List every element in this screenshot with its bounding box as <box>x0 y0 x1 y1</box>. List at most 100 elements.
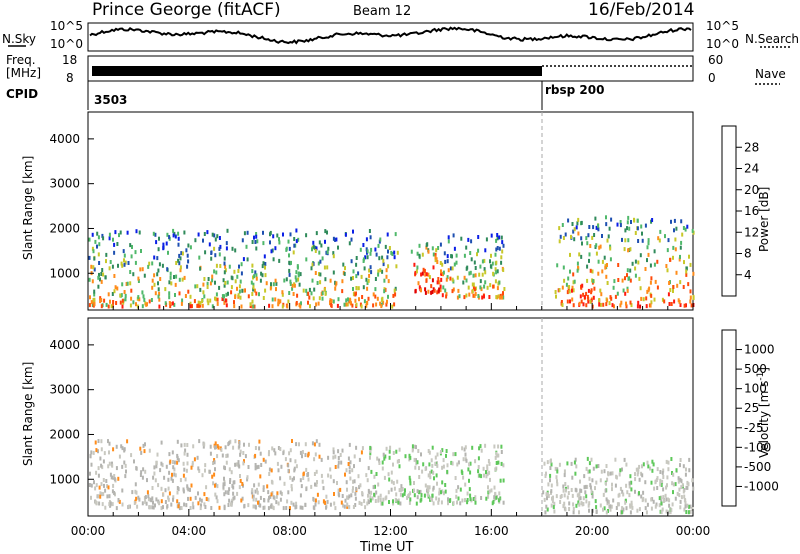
noise-right-tick-top: 10^5 <box>706 19 739 33</box>
range-time-cell <box>407 493 410 498</box>
range-time-cell <box>311 441 314 446</box>
range-time-cell <box>365 303 368 308</box>
range-time-cell <box>435 473 438 478</box>
range-time-cell <box>105 302 108 307</box>
range-time-cell <box>378 239 381 244</box>
range-time-cell <box>283 481 286 486</box>
range-time-cell <box>211 278 214 283</box>
range-time-cell <box>432 252 435 257</box>
range-time-cell <box>689 299 692 304</box>
colorbar-tick-label: 4 <box>744 268 752 282</box>
range-time-cell <box>254 463 257 467</box>
range-time-cell <box>98 261 101 265</box>
range-time-cell <box>282 451 285 456</box>
range-time-cell <box>445 277 448 282</box>
range-time-cell <box>366 281 369 285</box>
range-time-cell <box>662 499 665 503</box>
range-time-cell <box>575 464 578 469</box>
range-time-cell <box>616 502 619 507</box>
range-time-cell <box>608 226 611 231</box>
range-time-cell <box>687 282 690 287</box>
range-time-cell <box>659 478 662 483</box>
range-time-cell <box>305 233 308 238</box>
colorbar-tick-label: 16 <box>744 204 759 218</box>
range-time-cell <box>186 443 189 447</box>
range-time-cell <box>396 459 399 464</box>
range-time-cell <box>121 502 124 507</box>
range-time-cell <box>148 299 151 304</box>
range-time-cell <box>100 447 103 452</box>
range-time-cell <box>611 482 613 487</box>
range-time-cell <box>143 273 146 278</box>
range-time-cell <box>363 266 366 271</box>
range-time-cell <box>211 304 214 309</box>
range-time-cell <box>589 299 592 304</box>
range-time-cell <box>91 246 94 251</box>
range-time-cell <box>430 284 433 289</box>
range-time-cell <box>490 253 492 258</box>
range-time-cell <box>503 287 506 291</box>
range-time-cell <box>674 496 677 501</box>
range-time-cell <box>151 486 154 490</box>
range-time-cell <box>203 492 206 497</box>
range-time-cell <box>126 439 129 444</box>
range-time-cell <box>485 237 488 242</box>
range-time-cell <box>211 474 214 479</box>
range-time-cell <box>216 454 219 459</box>
range-time-cell <box>394 232 397 237</box>
range-time-cell <box>599 503 602 508</box>
range-time-cell <box>692 294 695 299</box>
range-time-cell <box>578 502 581 507</box>
range-time-cell <box>172 460 174 464</box>
range-time-cell <box>385 268 388 273</box>
range-time-cell <box>154 478 157 483</box>
range-time-cell <box>264 459 267 464</box>
range-time-cell <box>215 270 218 275</box>
range-time-cell <box>564 482 567 486</box>
range-time-cell <box>416 265 419 270</box>
range-time-cell <box>236 286 238 291</box>
range-time-cell <box>276 491 279 496</box>
range-time-cell <box>626 268 629 273</box>
range-time-cell <box>290 484 293 488</box>
range-time-cell <box>109 299 111 304</box>
range-time-cell <box>280 491 283 496</box>
range-time-cell <box>202 282 205 287</box>
range-time-cell <box>580 501 583 506</box>
range-time-cell <box>673 228 675 233</box>
range-time-cell <box>299 478 302 483</box>
range-time-cell <box>640 296 643 301</box>
range-time-cell <box>651 459 654 464</box>
range-time-cell <box>580 254 583 259</box>
range-time-cell <box>88 237 91 242</box>
range-time-cell <box>203 502 206 507</box>
range-time-cell <box>409 455 412 460</box>
range-time-cell <box>654 504 657 509</box>
range-time-cell <box>294 459 297 464</box>
range-time-cell <box>113 242 116 247</box>
range-time-cell <box>285 247 288 252</box>
range-time-cell <box>639 286 642 291</box>
range-time-cell <box>234 248 237 253</box>
range-time-cell <box>558 288 561 292</box>
range-time-cell <box>614 294 617 299</box>
range-time-cell <box>628 484 631 489</box>
range-time-cell <box>336 303 339 308</box>
range-time-cell <box>234 462 237 467</box>
range-time-cell <box>617 263 620 267</box>
range-time-cell <box>580 299 583 304</box>
range-time-cell <box>601 259 604 264</box>
range-time-cell <box>434 258 437 263</box>
range-time-cell <box>91 279 94 284</box>
range-time-cell <box>350 276 353 281</box>
range-time-cell <box>681 232 684 237</box>
range-time-cell <box>320 473 323 478</box>
range-time-cell <box>310 484 313 489</box>
range-time-cell <box>451 266 454 271</box>
range-time-cell <box>500 235 503 240</box>
range-time-cell <box>471 289 474 294</box>
range-time-cell <box>337 449 340 454</box>
range-time-cell <box>393 302 396 307</box>
range-time-cell <box>468 478 470 483</box>
range-time-cell <box>281 304 284 309</box>
